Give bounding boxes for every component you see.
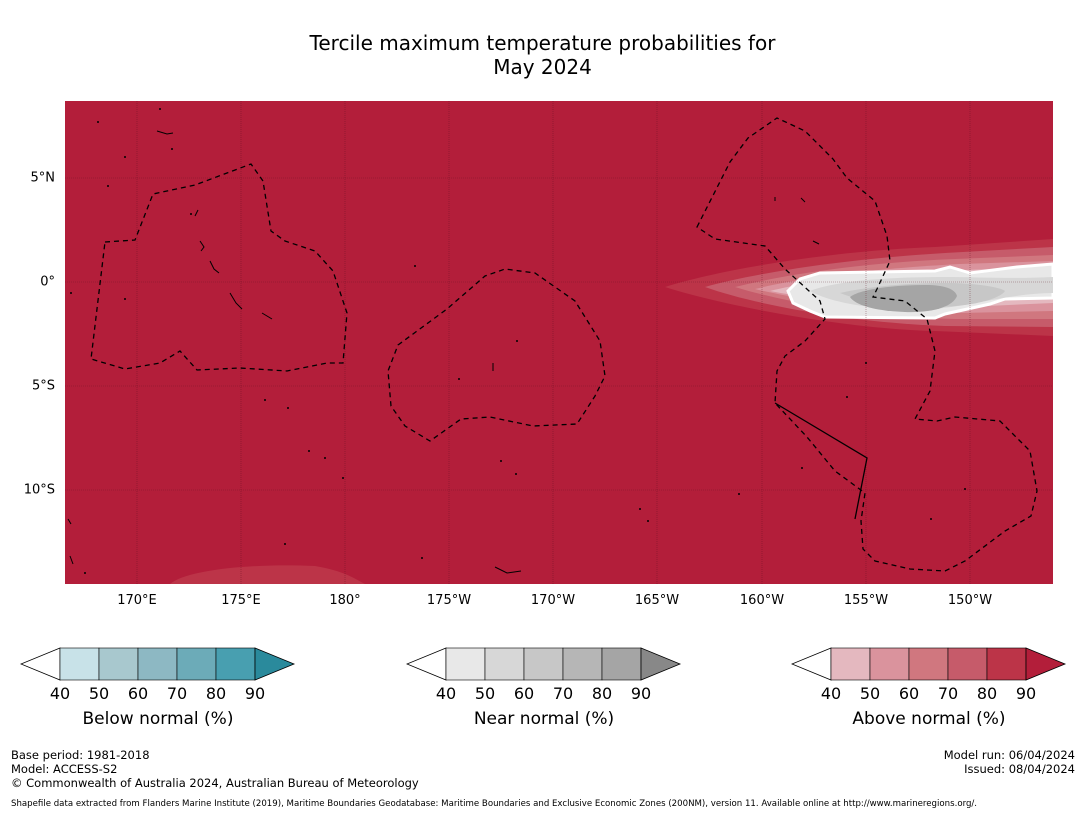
- title-line-2: May 2024: [493, 55, 592, 79]
- colorbar-label: Below normal (%): [82, 709, 234, 729]
- colorbar-tick: 60: [898, 684, 920, 703]
- islands: [67, 130, 820, 574]
- colorbar-tick: 60: [127, 684, 149, 703]
- x-tick-label: 170°W: [530, 593, 576, 608]
- colorbar-tick: 80: [591, 684, 613, 703]
- shading-south-patch: [170, 565, 365, 584]
- eez-boundaries: [90, 117, 1038, 572]
- colorbar-swatch: [562, 647, 603, 681]
- colorbar-swatch: [445, 647, 486, 681]
- map-background: [65, 101, 1053, 584]
- colorbar-swatches: [405, 647, 682, 681]
- maritime-boundary-solid: [774, 402, 868, 520]
- y-tick-label: 5°N: [30, 170, 56, 186]
- colorbar-tick: 70: [937, 684, 959, 703]
- model-run: Model run: 06/04/2024: [943, 748, 1075, 762]
- colorbar-swatches: [19, 647, 296, 681]
- colorbar-low-extend: [790, 647, 832, 681]
- y-tick-label: 5°S: [31, 378, 55, 394]
- gridlines: [65, 101, 1053, 584]
- colorbar-tick: 40: [49, 684, 71, 703]
- colorbar-near-normal: 40 50 60 70 80 90 Near normal (%): [405, 646, 682, 729]
- colorbar-swatch: [869, 647, 910, 681]
- copyright: © Commonwealth of Australia 2024, Austra…: [11, 776, 419, 790]
- x-tick-label: 170°E: [117, 593, 157, 608]
- colorbar-tick: 50: [859, 684, 881, 703]
- eez-kiribati-line: [696, 117, 1038, 572]
- colorbar-high-extend: [1025, 647, 1067, 681]
- title-line-1: Tercile maximum temperature probabilitie…: [309, 31, 776, 55]
- issued-date: Issued: 08/04/2024: [964, 762, 1075, 776]
- x-tick-label: 175°W: [426, 593, 472, 608]
- colorbar-swatch: [830, 647, 871, 681]
- colorbar-tick: 40: [435, 684, 457, 703]
- base-period: Base period: 1981-2018: [11, 748, 150, 762]
- colorbar-swatch: [523, 647, 564, 681]
- colorbar-swatch: [947, 647, 988, 681]
- colorbar-swatch: [908, 647, 949, 681]
- colorbar-high-extend: [254, 647, 296, 681]
- footer-right: Model run: 06/04/2024 Issued: 08/04/2024: [944, 748, 1075, 776]
- colorbar-swatch: [215, 647, 256, 681]
- colorbar-low-extend: [19, 647, 61, 681]
- colorbar-swatch: [137, 647, 178, 681]
- colorbar-tick: 80: [205, 684, 227, 703]
- map-title: Tercile maximum temperature probabilitie…: [0, 31, 1085, 79]
- colorbar-tick: 50: [88, 684, 110, 703]
- near-normal-70: [850, 285, 957, 313]
- colorbar-low-extend: [405, 647, 447, 681]
- shapefile-credit: Shapefile data extracted from Flanders M…: [11, 799, 978, 809]
- colorbar-swatch: [601, 647, 642, 681]
- colorbar-tick: 90: [1015, 684, 1037, 703]
- colorbar-tick: 90: [630, 684, 652, 703]
- colorbar-below-normal: 40 50 60 70 80 90 Below normal (%): [19, 646, 296, 729]
- colorbar-tick: 60: [513, 684, 535, 703]
- footer-left: Base period: 1981-2018 Model: ACCESS-S2 …: [11, 748, 419, 790]
- colorbar-tick: 40: [820, 684, 842, 703]
- probability-map: [65, 101, 1053, 584]
- colorbar-swatch: [98, 647, 139, 681]
- colorbar-label: Near normal (%): [473, 709, 615, 729]
- colorbar-high-extend: [640, 647, 682, 681]
- x-tick-label: 155°W: [843, 593, 889, 608]
- colorbar-tick: 50: [474, 684, 496, 703]
- colorbar-tick: 70: [166, 684, 188, 703]
- colorbar-label: Above normal (%): [852, 709, 1006, 729]
- x-tick-label: 160°W: [739, 593, 785, 608]
- colorbar-above-normal: 40 50 60 70 80 90 Above normal (%): [790, 646, 1067, 729]
- colorbar-tick: 90: [244, 684, 266, 703]
- eez-tokelau: [387, 268, 606, 442]
- x-tick-label: 175°E: [221, 593, 261, 608]
- y-tick-label: 0°: [40, 274, 55, 290]
- colorbar-swatch: [176, 647, 217, 681]
- colorbar-tick: 80: [976, 684, 998, 703]
- model-name: Model: ACCESS-S2: [11, 762, 118, 776]
- y-tick-label: 10°S: [23, 482, 55, 498]
- x-tick-label: 165°W: [634, 593, 680, 608]
- island-dots: [70, 108, 966, 574]
- eez-kiribati-gilbert: [90, 163, 348, 372]
- colorbar-swatches: [790, 647, 1067, 681]
- colorbar-swatch: [484, 647, 525, 681]
- colorbar-swatch: [986, 647, 1027, 681]
- x-tick-label: 150°W: [947, 593, 993, 608]
- x-tick-label: 180°: [329, 593, 361, 608]
- colorbar-tick: 70: [552, 684, 574, 703]
- colorbar-swatch: [59, 647, 100, 681]
